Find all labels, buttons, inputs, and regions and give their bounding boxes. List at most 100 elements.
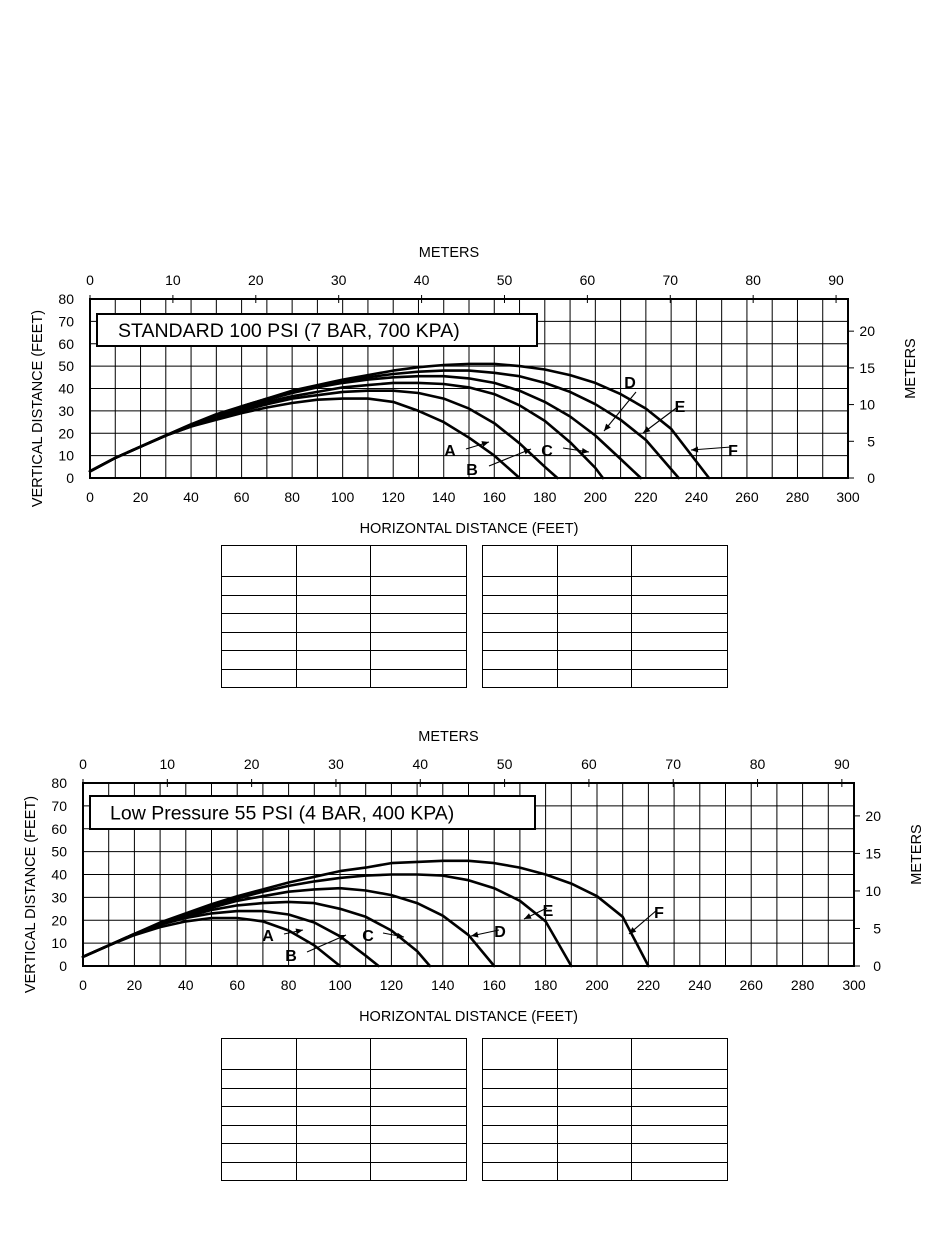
y-tick-label: 50 bbox=[51, 844, 67, 860]
curve-label-c: C bbox=[541, 443, 553, 460]
x-tick-label: 120 bbox=[380, 977, 404, 993]
x2-tick-label: 70 bbox=[665, 756, 681, 772]
leader-line bbox=[642, 405, 680, 434]
x-tick-label: 180 bbox=[534, 977, 558, 993]
curve-label-b: B bbox=[285, 948, 297, 965]
leader-arrowhead bbox=[396, 932, 404, 939]
curve-label-e: E bbox=[675, 399, 686, 416]
x-tick-label: 60 bbox=[234, 489, 250, 505]
title-box bbox=[96, 313, 538, 347]
x2-axis-title: METERS bbox=[419, 245, 479, 261]
plot-frame bbox=[82, 782, 855, 967]
y-tick-label: 80 bbox=[51, 775, 67, 791]
leader-arrowhead bbox=[338, 935, 346, 941]
x2-tick-label: 40 bbox=[414, 272, 430, 288]
x-tick-label: 260 bbox=[740, 977, 764, 993]
y-tick-label: 0 bbox=[59, 958, 67, 974]
x-tick-label: 0 bbox=[86, 489, 94, 505]
y2-tick-label: 10 bbox=[859, 397, 875, 413]
blank-table-standard-right bbox=[482, 545, 728, 688]
leader-arrowhead bbox=[581, 447, 589, 454]
y-tick-label: 30 bbox=[51, 889, 67, 905]
leader-line bbox=[488, 448, 532, 467]
x-tick-label: 60 bbox=[229, 977, 245, 993]
x-tick-label: 200 bbox=[584, 489, 608, 505]
leader-arrowhead bbox=[295, 928, 303, 935]
x-tick-label: 20 bbox=[133, 489, 149, 505]
y-tick-label: 20 bbox=[51, 912, 67, 928]
y-tick-label: 0 bbox=[66, 470, 74, 486]
y-tick-label: 10 bbox=[58, 448, 74, 464]
y2-tick-label: 15 bbox=[859, 360, 875, 376]
x2-tick-label: 10 bbox=[160, 756, 176, 772]
trajectory-curve-f bbox=[88, 362, 711, 480]
leader-arrowhead bbox=[524, 913, 532, 919]
y2-tick-label: 5 bbox=[873, 920, 881, 936]
x2-tick-label: 40 bbox=[412, 756, 428, 772]
x2-tick-label: 10 bbox=[165, 272, 181, 288]
y-tick-label: 40 bbox=[58, 381, 74, 397]
x-tick-label: 80 bbox=[284, 489, 300, 505]
x2-tick-label: 0 bbox=[86, 272, 94, 288]
x2-tick-label: 50 bbox=[497, 272, 513, 288]
leader-arrowhead bbox=[604, 423, 611, 431]
x2-tick-label: 30 bbox=[331, 272, 347, 288]
chart-title: Low Pressure 55 PSI (4 BAR, 400 KPA) bbox=[110, 803, 454, 825]
x2-tick-label: 70 bbox=[662, 272, 678, 288]
y-tick-label: 80 bbox=[58, 291, 74, 307]
blank-table-standard-left bbox=[221, 545, 467, 688]
x2-tick-label: 90 bbox=[828, 272, 844, 288]
y-axis-title: VERTICAL DISTANCE (FEET) bbox=[30, 310, 46, 507]
x-tick-label: 220 bbox=[634, 489, 658, 505]
x2-tick-label: 30 bbox=[328, 756, 344, 772]
y-tick-label: 60 bbox=[51, 821, 67, 837]
leader-line bbox=[306, 934, 347, 953]
y2-axis-title: METERS bbox=[903, 338, 919, 398]
curve-label-b: B bbox=[466, 462, 478, 479]
leader-arrowhead bbox=[471, 931, 479, 938]
x2-tick-label: 60 bbox=[581, 756, 597, 772]
curve-label-a: A bbox=[444, 443, 456, 460]
y2-tick-label: 10 bbox=[865, 883, 881, 899]
x-tick-label: 300 bbox=[842, 977, 866, 993]
x-axis-title: HORIZONTAL DISTANCE (FEET) bbox=[359, 1009, 578, 1025]
x-tick-label: 0 bbox=[79, 977, 87, 993]
x-tick-label: 160 bbox=[483, 489, 507, 505]
leader-arrowhead bbox=[629, 927, 637, 934]
x-tick-label: 40 bbox=[178, 977, 194, 993]
x-tick-label: 240 bbox=[688, 977, 712, 993]
y2-tick-label: 15 bbox=[865, 845, 881, 861]
title-box bbox=[89, 795, 536, 830]
x2-tick-label: 90 bbox=[834, 756, 850, 772]
x-tick-label: 140 bbox=[431, 977, 455, 993]
curve-label-e: E bbox=[543, 903, 554, 920]
x-tick-label: 20 bbox=[127, 977, 143, 993]
y-tick-label: 60 bbox=[58, 336, 74, 352]
x-tick-label: 100 bbox=[331, 489, 355, 505]
blank-table-low-right bbox=[482, 1038, 728, 1181]
x-tick-label: 220 bbox=[637, 977, 661, 993]
y-tick-label: 70 bbox=[51, 798, 67, 814]
x-tick-label: 200 bbox=[585, 977, 609, 993]
y-tick-label: 70 bbox=[58, 313, 74, 329]
y-tick-label: 50 bbox=[58, 358, 74, 374]
x-tick-label: 240 bbox=[685, 489, 709, 505]
curve-label-f: F bbox=[728, 443, 738, 460]
x2-tick-label: 50 bbox=[497, 756, 513, 772]
x-tick-label: 280 bbox=[786, 489, 810, 505]
blank-table-low-left bbox=[221, 1038, 467, 1181]
low-pressure-chart: 0 20 40 60 80 100 120 140 160 180 200 220 240 260 280 3… bbox=[23, 729, 925, 1025]
leader-arrowhead bbox=[481, 441, 489, 447]
chart-title: STANDARD 100 PSI (7 BAR, 700 KPA) bbox=[118, 320, 460, 342]
y2-tick-label: 20 bbox=[865, 808, 881, 824]
y2-tick-label: 20 bbox=[859, 323, 875, 339]
standard-pressure-chart: 0 20 40 60 80 100 120 140 160 180 200 220 240 260 280 3… bbox=[30, 245, 919, 537]
y-tick-label: 30 bbox=[58, 403, 74, 419]
x2-tick-label: 80 bbox=[745, 272, 761, 288]
x-tick-label: 80 bbox=[281, 977, 297, 993]
x-tick-label: 260 bbox=[735, 489, 759, 505]
x-axis-title: HORIZONTAL DISTANCE (FEET) bbox=[360, 521, 579, 537]
x-tick-label: 40 bbox=[183, 489, 199, 505]
y-tick-label: 40 bbox=[51, 867, 67, 883]
curve-label-d: D bbox=[624, 375, 636, 392]
